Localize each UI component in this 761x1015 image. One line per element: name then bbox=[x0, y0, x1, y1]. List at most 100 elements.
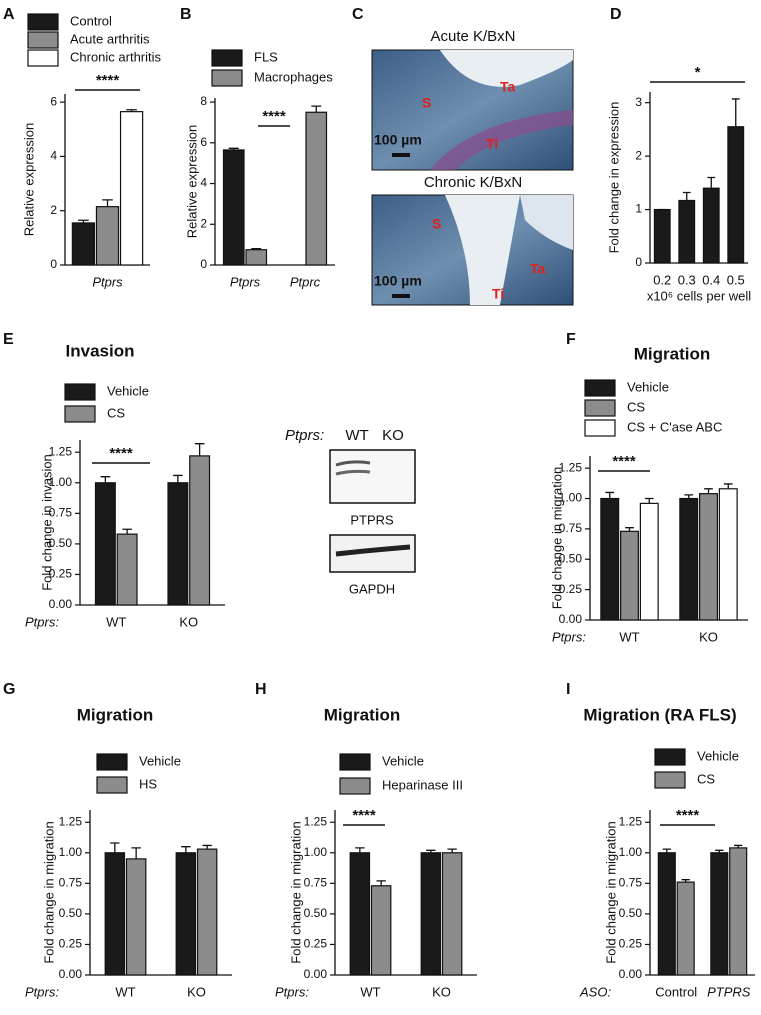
blot-band bbox=[335, 544, 411, 557]
legend-label: HS bbox=[139, 776, 157, 791]
y-tick-label: 0 bbox=[50, 257, 57, 271]
scale-bar bbox=[392, 294, 410, 298]
y-tick-label: 0.75 bbox=[559, 521, 583, 535]
x-tick-label: WT bbox=[106, 614, 126, 629]
bar bbox=[710, 852, 729, 976]
blot-band bbox=[335, 469, 371, 476]
x-tick-label: KO bbox=[187, 984, 206, 999]
x-tick-label: 0.4 bbox=[702, 272, 720, 287]
x-prefix: ASO: bbox=[579, 984, 611, 999]
panel-letter: G bbox=[3, 681, 15, 698]
legend-label: CS bbox=[107, 405, 125, 420]
y-axis-label: Fold change in migration bbox=[288, 821, 303, 963]
y-tick-label: 8 bbox=[200, 94, 207, 108]
tissue-label: S bbox=[422, 95, 431, 111]
bar bbox=[678, 199, 696, 264]
y-axis-label: Fold change in invasion bbox=[39, 454, 54, 591]
scale-bar bbox=[392, 153, 410, 157]
y-tick-label: 0.75 bbox=[619, 876, 643, 890]
chart-title: Migration (RA FLS) bbox=[583, 705, 736, 724]
y-tick-label: 0.75 bbox=[59, 876, 83, 890]
x-tick-label: 0.3 bbox=[678, 272, 696, 287]
bar bbox=[196, 848, 218, 976]
chart-title: Migration bbox=[634, 344, 711, 363]
legend-label: Vehicle bbox=[107, 383, 149, 398]
significance-label: **** bbox=[676, 807, 700, 824]
y-tick-label: 0.00 bbox=[619, 967, 643, 981]
x-prefix: Ptprs: bbox=[25, 984, 59, 999]
x-tick-label: WT bbox=[360, 984, 380, 999]
x-tick-label: 0.5 bbox=[727, 272, 745, 287]
significance-label: **** bbox=[96, 72, 120, 89]
chart-title: Migration bbox=[324, 705, 401, 724]
y-axis-label: Relative expression bbox=[21, 123, 36, 236]
error-bar bbox=[625, 527, 634, 532]
joint-space bbox=[440, 50, 573, 87]
y-axis-label: Fold change in migration bbox=[603, 821, 618, 963]
y-tick-label: 0.25 bbox=[304, 937, 328, 951]
y-tick-label: 1.25 bbox=[59, 814, 83, 828]
legend-swatch bbox=[27, 13, 59, 31]
legend-label: CS + C'ase ABC bbox=[627, 419, 722, 434]
chart-title: Migration bbox=[77, 705, 154, 724]
bar bbox=[167, 482, 189, 606]
chart-title: Invasion bbox=[66, 341, 135, 360]
y-tick-label: 0.00 bbox=[559, 612, 583, 626]
y-tick-label: 0.50 bbox=[619, 906, 643, 920]
y-tick-label: 0.75 bbox=[304, 876, 328, 890]
error-bar bbox=[78, 219, 89, 223]
x-tick-label: Ptprc bbox=[290, 274, 321, 289]
error-bar bbox=[715, 849, 724, 853]
y-tick-label: 1.00 bbox=[49, 475, 73, 489]
legend-label: Vehicle bbox=[627, 379, 669, 394]
lane-label: WT bbox=[345, 427, 368, 444]
significance-label: **** bbox=[109, 445, 133, 462]
bar bbox=[222, 149, 245, 266]
y-tick-label: 4 bbox=[200, 176, 207, 190]
legend-swatch bbox=[339, 777, 371, 795]
legend-swatch bbox=[584, 399, 616, 417]
y-tick-label: 0.75 bbox=[49, 506, 73, 520]
y-axis-label: Fold change in migration bbox=[41, 821, 56, 963]
bar bbox=[116, 533, 138, 606]
legend-label: Heparinase III bbox=[382, 777, 463, 792]
y-tick-label: 0.50 bbox=[59, 906, 83, 920]
error-bar bbox=[605, 491, 615, 499]
x-tick-label: PTPRS bbox=[707, 984, 751, 999]
bar bbox=[653, 208, 671, 264]
bar bbox=[104, 852, 126, 976]
significance-label: * bbox=[695, 64, 701, 81]
bar bbox=[245, 249, 268, 266]
error-bar bbox=[311, 105, 322, 113]
x-tick-label: 0.2 bbox=[653, 272, 671, 287]
y-tick-label: 1.00 bbox=[304, 845, 328, 859]
error-bar bbox=[376, 880, 386, 886]
y-tick-label: 0.50 bbox=[49, 536, 73, 550]
y-tick-label: 1.00 bbox=[619, 845, 643, 859]
bar bbox=[94, 482, 116, 606]
scale-bar-label: 100 µm bbox=[374, 132, 422, 148]
tissue-label: Ti bbox=[492, 286, 504, 302]
joint-space bbox=[445, 195, 520, 305]
bar bbox=[699, 493, 718, 621]
panel-letter: B bbox=[180, 6, 192, 23]
error-bar bbox=[126, 109, 137, 112]
y-tick-label: 2 bbox=[200, 216, 207, 230]
y-tick-label: 0.00 bbox=[49, 597, 73, 611]
legend-label: Vehicle bbox=[139, 753, 181, 768]
error-bar bbox=[228, 147, 239, 150]
error-bar bbox=[355, 847, 365, 853]
panel-letter: H bbox=[255, 681, 267, 698]
y-tick-label: 1 bbox=[635, 202, 642, 216]
legend-swatch bbox=[211, 49, 243, 67]
x-prefix: Ptprs: bbox=[25, 614, 59, 629]
x-tick-label: KO bbox=[179, 614, 198, 629]
error-bar bbox=[122, 528, 132, 535]
y-axis-label: Fold change in expression bbox=[606, 102, 621, 254]
error-bar bbox=[100, 476, 111, 483]
panel-letter: F bbox=[566, 331, 576, 348]
legend-swatch bbox=[654, 771, 686, 789]
y-tick-label: 0 bbox=[635, 255, 642, 269]
y-tick-label: 0.00 bbox=[304, 967, 328, 981]
